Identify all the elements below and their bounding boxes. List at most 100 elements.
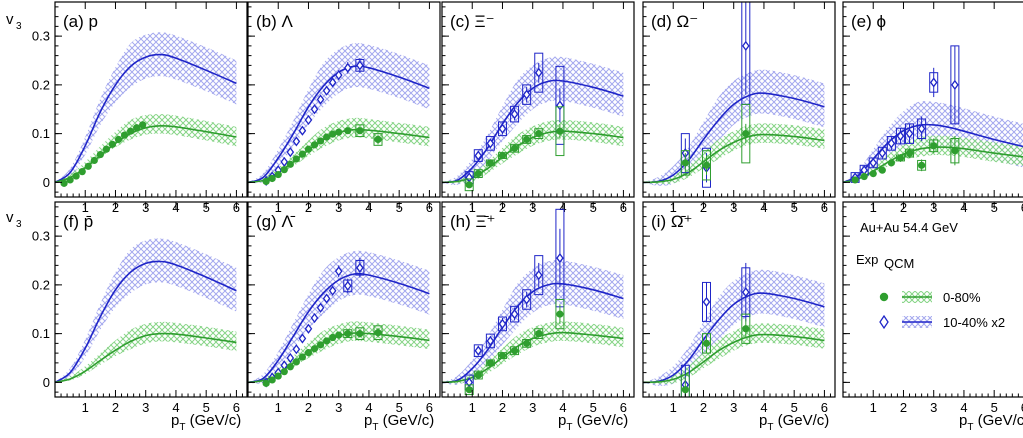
- peripheral-point: [474, 345, 483, 356]
- peripheral-point: [896, 130, 905, 142]
- peripheral-point: [510, 309, 519, 320]
- panel-frame: [54, 201, 248, 398]
- central-point: [280, 166, 288, 174]
- central-point: [292, 358, 300, 366]
- x-tick-label: 1: [469, 400, 476, 415]
- central-point: [535, 130, 543, 138]
- x-tick-label: 3: [730, 400, 737, 415]
- peripheral-model-line: [55, 260, 237, 384]
- peripheral-model-line: [643, 92, 825, 184]
- central-point: [102, 145, 111, 153]
- peripheral-model-band: [55, 32, 237, 183]
- central-syst-box: [510, 346, 520, 356]
- central-model-band: [442, 119, 624, 184]
- peripheral-model-line: [643, 292, 825, 384]
- panel-label: (h) Ξ̄⁺: [450, 212, 496, 231]
- central-point: [510, 347, 519, 355]
- central-point: [335, 331, 343, 339]
- central-point: [108, 140, 117, 148]
- central-point: [951, 147, 959, 155]
- peripheral-point: [286, 147, 295, 158]
- x-tick-label: 5: [203, 400, 210, 415]
- peripheral-model-line: [248, 65, 430, 184]
- peripheral-syst-box: [485, 333, 495, 349]
- panel-frame: [842, 1, 1023, 198]
- peripheral-point: [534, 67, 543, 78]
- panel-frame: [247, 201, 441, 398]
- central-point: [374, 329, 382, 337]
- peripheral-point: [498, 318, 507, 329]
- central-point: [556, 310, 564, 318]
- central-point: [120, 131, 129, 139]
- central-point: [344, 330, 352, 338]
- central-model-line: [843, 146, 1023, 184]
- central-point: [930, 142, 938, 150]
- central-point: [869, 170, 877, 178]
- central-point: [905, 149, 914, 157]
- peripheral-point: [298, 125, 307, 136]
- x-tick-label: 3: [335, 400, 342, 415]
- central-syst-box: [464, 178, 474, 192]
- central-point: [356, 127, 364, 135]
- central-point: [702, 339, 711, 347]
- x-tick-label: 1: [82, 400, 89, 415]
- central-point: [465, 386, 473, 394]
- legend-central-marker: [879, 292, 889, 302]
- peripheral-point: [316, 302, 325, 313]
- x-tick-label: 2: [499, 400, 506, 415]
- peripheral-point: [486, 335, 495, 347]
- central-syst-box: [510, 143, 520, 153]
- panel-frame: [842, 201, 1023, 398]
- panel-label: (b) Λ: [256, 12, 294, 31]
- central-point: [268, 376, 276, 384]
- y-axis-title-bottom: v 3: [6, 209, 22, 230]
- central-point: [918, 161, 926, 169]
- panel-frame: [642, 1, 836, 198]
- peripheral-point: [356, 60, 364, 71]
- central-model-line: [643, 333, 825, 384]
- central-point: [474, 170, 482, 178]
- central-syst-box: [555, 106, 565, 157]
- panel-6: (f) p̄ 1 2 3 4 5 6 0 0.1 0.2 0.3 pT (GeV/c): [32, 201, 248, 433]
- peripheral-syst-box: [497, 316, 507, 332]
- peripheral-syst-box: [473, 149, 483, 162]
- peripheral-point: [343, 62, 352, 73]
- peripheral-syst-box: [522, 289, 532, 310]
- peripheral-model-band: [643, 269, 825, 386]
- central-point: [292, 155, 300, 163]
- plot-area: [55, 32, 237, 187]
- peripheral-point: [328, 285, 337, 296]
- peripheral-point: [905, 128, 914, 139]
- central-syst-box: [680, 150, 690, 176]
- peripheral-point: [951, 79, 959, 90]
- central-point: [114, 135, 123, 144]
- peripheral-model-band: [442, 260, 624, 385]
- central-point: [523, 135, 531, 144]
- panel-7: (g) Λ̄ 1 2 3 4 5 6pT (GeV/c): [247, 201, 441, 433]
- peripheral-model-line: [55, 53, 237, 184]
- central-point: [344, 127, 352, 135]
- central-point: [310, 345, 319, 353]
- central-model-band: [643, 323, 825, 385]
- central-point: [323, 337, 331, 345]
- central-point: [335, 128, 343, 136]
- panel-label: (i) Ω̄⁺: [651, 212, 693, 231]
- central-point: [133, 124, 141, 132]
- peripheral-syst-box: [510, 305, 520, 323]
- central-point: [474, 371, 482, 379]
- svg-text:3: 3: [16, 219, 22, 230]
- x-tick-label: 4: [760, 400, 767, 415]
- central-syst-box: [522, 135, 532, 144]
- x-tick-label: 4: [960, 400, 967, 415]
- y-tick-label: 0.2: [32, 277, 50, 292]
- central-point: [84, 162, 92, 170]
- peripheral-point: [878, 148, 887, 159]
- x-tick-label: 4: [559, 400, 566, 415]
- peripheral-point: [304, 114, 313, 126]
- x-tick-label: 6: [233, 400, 240, 415]
- peripheral-point: [280, 156, 289, 167]
- x-tick-label: 2: [112, 400, 119, 415]
- central-model-band: [55, 321, 237, 383]
- peripheral-syst-box: [534, 52, 544, 93]
